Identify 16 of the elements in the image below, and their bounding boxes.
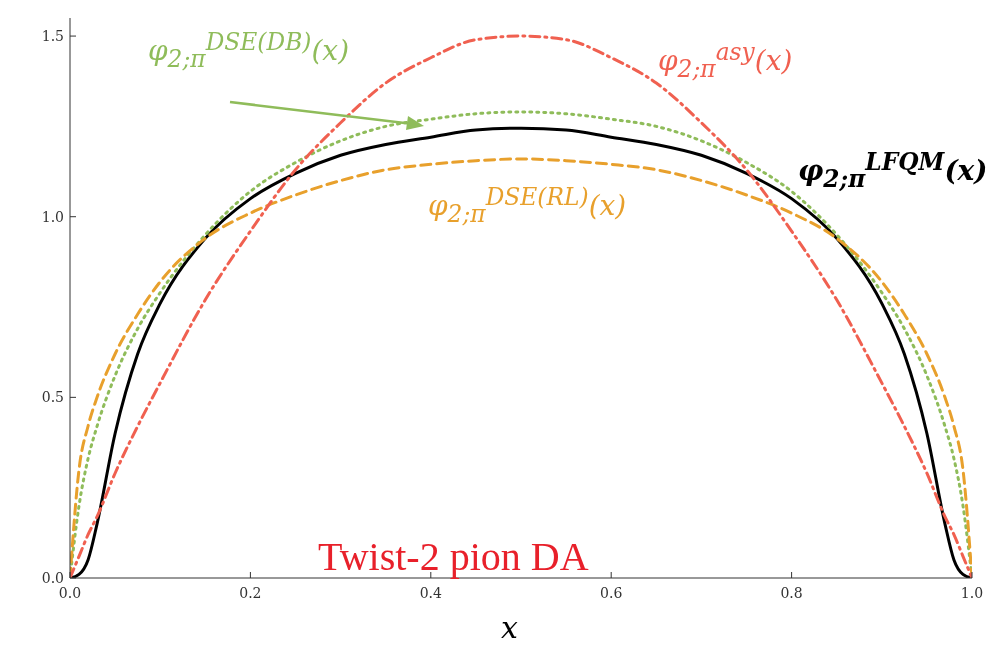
x-tick-label: 0.4 xyxy=(419,584,443,601)
text: φ$_{2;π}$$^{DSE(DB)}$(x) xyxy=(148,28,350,73)
annotation: Twist-2 pion DA xyxy=(318,533,589,580)
y-tick-label: 1.5 xyxy=(41,28,64,45)
series-label: φ$_{2;π}$$^{asy}$(x) xyxy=(658,38,793,83)
y-tick-label: 0.0 xyxy=(41,569,64,586)
x-axis-title: x xyxy=(501,610,518,645)
x-tick-label: 0.0 xyxy=(58,584,82,601)
x-tick-label: 0.6 xyxy=(600,584,623,601)
x-tick-label: 0.2 xyxy=(239,584,262,601)
series-label: φ$_{2;π}$$^{DSE(RL)}$(x) xyxy=(428,183,627,228)
x-tick-label: 0.8 xyxy=(780,584,803,601)
series-label: φ$_{2;π}$$^{LFQM}$(x) xyxy=(798,148,988,193)
y-tick-label: 0.5 xyxy=(41,389,64,406)
x-tick-label: 1.0 xyxy=(960,584,984,601)
y-tick-label: 1.0 xyxy=(41,208,64,225)
